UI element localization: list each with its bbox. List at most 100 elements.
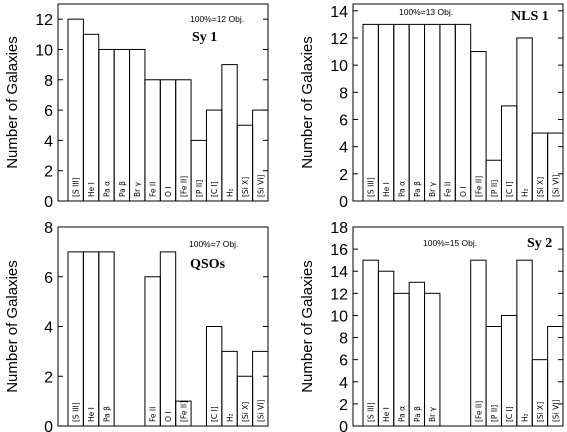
category-label: Fe II [149, 407, 158, 422]
bar-5 [424, 23, 441, 202]
category-label: [Si VI] [256, 400, 265, 422]
object-count-note: 100%=13 Obj. [399, 7, 453, 17]
category-label: H₂ [226, 188, 235, 197]
bar-13 [252, 109, 269, 202]
category-label: O I [164, 187, 173, 198]
panel-title: NLS 1 [511, 9, 549, 24]
y-axis-label: Number of Galaxies [4, 36, 21, 169]
category-label: Pa β [118, 181, 127, 197]
y-tick-label: 4 [44, 133, 53, 150]
y-tick-label: 4 [339, 375, 348, 392]
bar-8 [175, 400, 192, 427]
category-label: Pa α [102, 181, 111, 197]
bar-2 [377, 23, 395, 202]
object-count-note: 100%=7 Obj. [189, 239, 238, 249]
panel-1: 0 2 4 6 8 10 12 [S III] He I Pa α Pa β Br γ Fe II O I… [4, 3, 269, 211]
bar-13 [547, 132, 564, 202]
y-tick-label: 0 [339, 194, 348, 211]
category-label: [Si X] [536, 177, 545, 197]
category-label: Br γ [428, 181, 437, 197]
bar-2 [377, 270, 395, 427]
y-tick-label: 6 [339, 353, 348, 370]
y-axis-label: Number of Galaxies [4, 260, 21, 393]
y-tick-label: 14 [330, 4, 348, 21]
y-tick-label: 2 [44, 164, 53, 181]
y-tick-label: 12 [35, 12, 53, 29]
y-tick-label: 10 [330, 308, 348, 325]
category-label: Pa α [397, 406, 406, 422]
panel-3: 0 2 4 6 8 [S III] He I Pa β Fe II O I [Fe II] [C I]… [4, 220, 269, 432]
category-label: [P II] [195, 180, 204, 197]
y-axis-label: Number of Galaxies [299, 260, 316, 393]
bar-7 [454, 23, 472, 202]
category-label: [P II] [490, 405, 499, 422]
category-label: [C I] [210, 181, 219, 197]
y-tick-label: 10 [35, 42, 53, 59]
category-label: [S III] [72, 402, 81, 422]
y-tick-label: 4 [44, 320, 53, 337]
category-label: O I [164, 412, 173, 423]
category-label: Pa β [413, 181, 422, 197]
category-label: Pa β [413, 406, 422, 422]
category-label: [S III] [367, 402, 376, 422]
y-tick-label: 6 [339, 112, 348, 129]
y-tick-label: 2 [44, 369, 53, 386]
bar-3 [98, 48, 115, 202]
bar-1 [362, 259, 379, 427]
category-label: [Si X] [536, 402, 545, 422]
category-label: [C I] [505, 181, 514, 197]
bar-4 [408, 281, 426, 427]
panel-title: Sy 1 [192, 30, 217, 45]
y-axis-label: Number of Galaxies [299, 36, 316, 169]
bar-1 [362, 23, 379, 202]
category-label: Pa α [397, 181, 406, 197]
y-tick-label: 10 [330, 58, 348, 75]
panel-title: Sy 2 [527, 236, 552, 251]
plot-frame [352, 3, 564, 202]
y-tick-label: 8 [44, 220, 53, 237]
y-tick-label: 12 [330, 31, 348, 48]
y-tick-label: 6 [44, 270, 53, 287]
plot-frame [352, 226, 564, 427]
bar-13 [547, 326, 564, 427]
category-label: H₂ [521, 188, 530, 197]
panel-4: 0 2 4 6 8 10 12 14 16 18 [S III] He I Pa α Pa β Br γ [F… [299, 220, 564, 432]
category-label: [S III] [367, 177, 376, 197]
category-label: He I [382, 182, 391, 197]
bar-2 [82, 251, 100, 427]
y-tick-label: 0 [339, 419, 348, 432]
plot-frame [57, 3, 269, 202]
bar-7 [159, 251, 177, 427]
bar-6 [439, 23, 456, 202]
y-tick-label: 18 [330, 220, 348, 237]
object-count-note: 100%=12 Obj. [190, 14, 244, 24]
bar-11 [221, 64, 238, 202]
bar-8 [470, 51, 487, 202]
bar-6 [144, 276, 161, 427]
category-label: [Si X] [241, 177, 250, 197]
category-label: [Fe II] [179, 401, 188, 422]
category-label: He I [87, 407, 96, 422]
y-tick-label: 12 [330, 286, 348, 303]
category-label: [Fe II] [179, 176, 188, 197]
panel-2: 0 2 4 6 8 10 12 14 [S III] He I Pa α Pa β Br γ Fe II O… [299, 3, 564, 211]
y-tick-label: 2 [339, 397, 348, 414]
y-tick-label: 8 [339, 331, 348, 348]
category-label: He I [382, 407, 391, 422]
bar-2 [82, 33, 100, 202]
bar-13 [252, 350, 269, 427]
object-count-note: 100%=15 Obj. [423, 238, 477, 248]
category-label: [P II] [490, 180, 499, 197]
y-tick-label: 4 [339, 140, 348, 157]
category-label: O I [459, 187, 468, 198]
y-tick-label: 6 [44, 103, 53, 120]
y-tick-label: 2 [339, 167, 348, 184]
category-label: Br γ [133, 181, 142, 197]
category-label: [C I] [505, 406, 514, 422]
category-label: [S III] [72, 177, 81, 197]
bar-11 [516, 37, 533, 202]
category-label: [Si VI] [551, 175, 560, 197]
category-label: Fe II [149, 182, 158, 197]
category-label: [Si VI] [551, 400, 560, 422]
category-label: [C I] [210, 406, 219, 422]
